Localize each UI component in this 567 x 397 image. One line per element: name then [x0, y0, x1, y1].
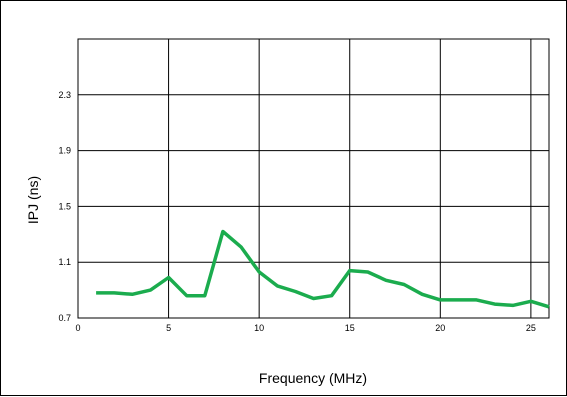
y-tick-label: 1.5 [58, 201, 71, 211]
x-tick-label: 10 [254, 323, 264, 333]
y-tick-label: 1.9 [58, 146, 71, 156]
y-axis-label: IPJ (ns) [25, 176, 41, 224]
x-tick-label: 5 [166, 323, 171, 333]
plot-area [77, 38, 550, 319]
x-tick-label: 25 [526, 323, 536, 333]
grid [78, 39, 549, 318]
series-layer [96, 229, 550, 309]
x-axis-ticks: 0 5 10 15 20 25 [75, 323, 535, 333]
series-line [96, 229, 550, 309]
y-tick-label: 1.1 [58, 257, 71, 267]
x-tick-label: 15 [345, 323, 355, 333]
x-axis-label: Frequency (MHz) [259, 370, 367, 386]
y-tick-label: 2.3 [58, 90, 71, 100]
x-tick-label: 0 [75, 323, 80, 333]
x-tick-label: 20 [435, 323, 445, 333]
y-tick-label: 0.7 [58, 313, 71, 323]
y-axis-ticks: 0.7 1.1 1.5 1.9 2.3 [58, 90, 71, 323]
